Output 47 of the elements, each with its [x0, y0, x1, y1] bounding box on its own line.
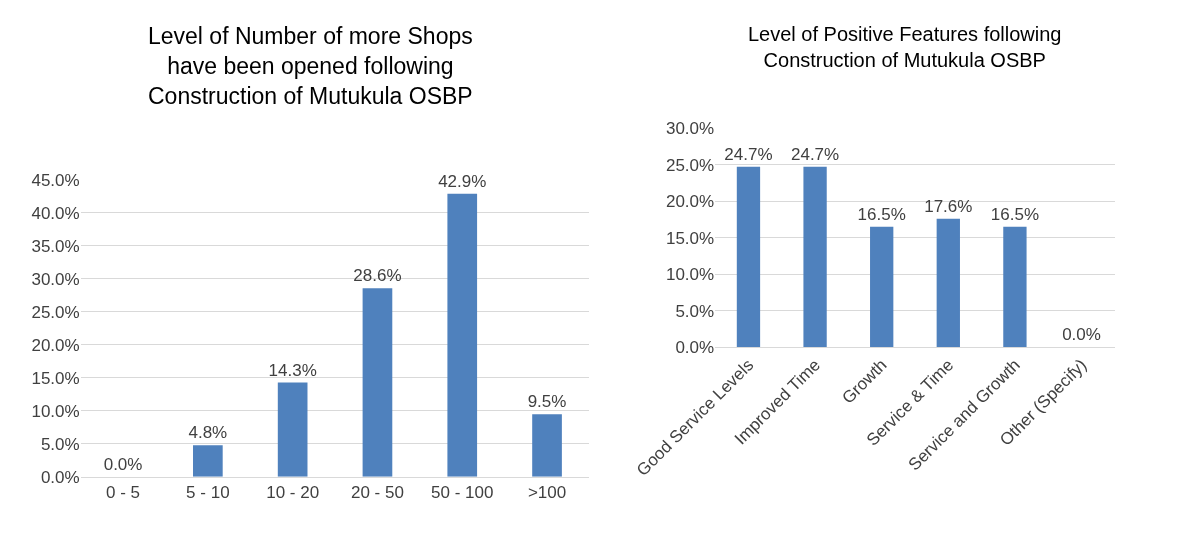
y-tick-label: 5.0%	[675, 301, 715, 321]
x-tick-label: 20 - 50	[350, 483, 404, 503]
data-label: 24.7%	[724, 144, 773, 164]
x-tick-label: 50 - 100	[431, 483, 494, 503]
bar	[277, 382, 308, 477]
bar	[870, 226, 894, 348]
bar	[532, 414, 562, 477]
bar	[803, 166, 827, 348]
y-tick-label: 40.0%	[31, 203, 80, 223]
x-tick-label: >100	[527, 483, 567, 503]
y-tick-label: 5.0%	[40, 434, 80, 454]
y-tick-label: 15.0%	[31, 368, 80, 388]
data-label: 4.8%	[188, 423, 228, 443]
data-label: 17.6%	[924, 196, 973, 216]
y-tick-label: 0.0%	[675, 338, 715, 358]
y-tick-label: 10.0%	[665, 265, 715, 285]
y-tick-label: 10.0%	[31, 401, 80, 421]
bar	[736, 166, 761, 348]
y-tick-label: 15.0%	[665, 228, 715, 248]
bar	[362, 288, 393, 477]
x-tick-label: 0 - 5	[106, 483, 141, 503]
y-tick-label: 20.0%	[665, 192, 715, 212]
y-tick-label: 0.0%	[40, 467, 80, 487]
bar	[1003, 226, 1027, 348]
x-tick-label: 5 - 10	[186, 483, 230, 503]
chart-title: Level of Positive Features following Construction of Mutukula OSBP	[748, 23, 1062, 71]
data-label: 16.5%	[857, 204, 906, 224]
bar	[447, 193, 478, 477]
data-label: 0.0%	[1062, 325, 1101, 345]
data-label: 0.0%	[103, 454, 143, 474]
bar	[193, 445, 223, 477]
data-label: 9.5%	[527, 392, 567, 412]
data-label: 24.7%	[790, 144, 840, 164]
data-label: 14.3%	[268, 360, 317, 380]
y-tick-label: 25.0%	[31, 302, 80, 322]
y-tick-label: 30.0%	[665, 119, 715, 139]
y-tick-label: 30.0%	[31, 269, 80, 289]
y-tick-label: 25.0%	[665, 155, 715, 175]
bar	[936, 218, 960, 348]
chart-title: Level of Number of more Shops have been opened following Construction of Mutukula OSBP	[148, 23, 473, 109]
y-tick-label: 35.0%	[31, 236, 80, 256]
data-label: 16.5%	[990, 204, 1040, 224]
x-tick-label: 10 - 20	[266, 483, 320, 503]
y-tick-label: 20.0%	[31, 335, 80, 355]
y-tick-label: 45.0%	[31, 170, 80, 190]
data-label: 28.6%	[353, 266, 402, 286]
data-label: 42.9%	[438, 171, 487, 191]
